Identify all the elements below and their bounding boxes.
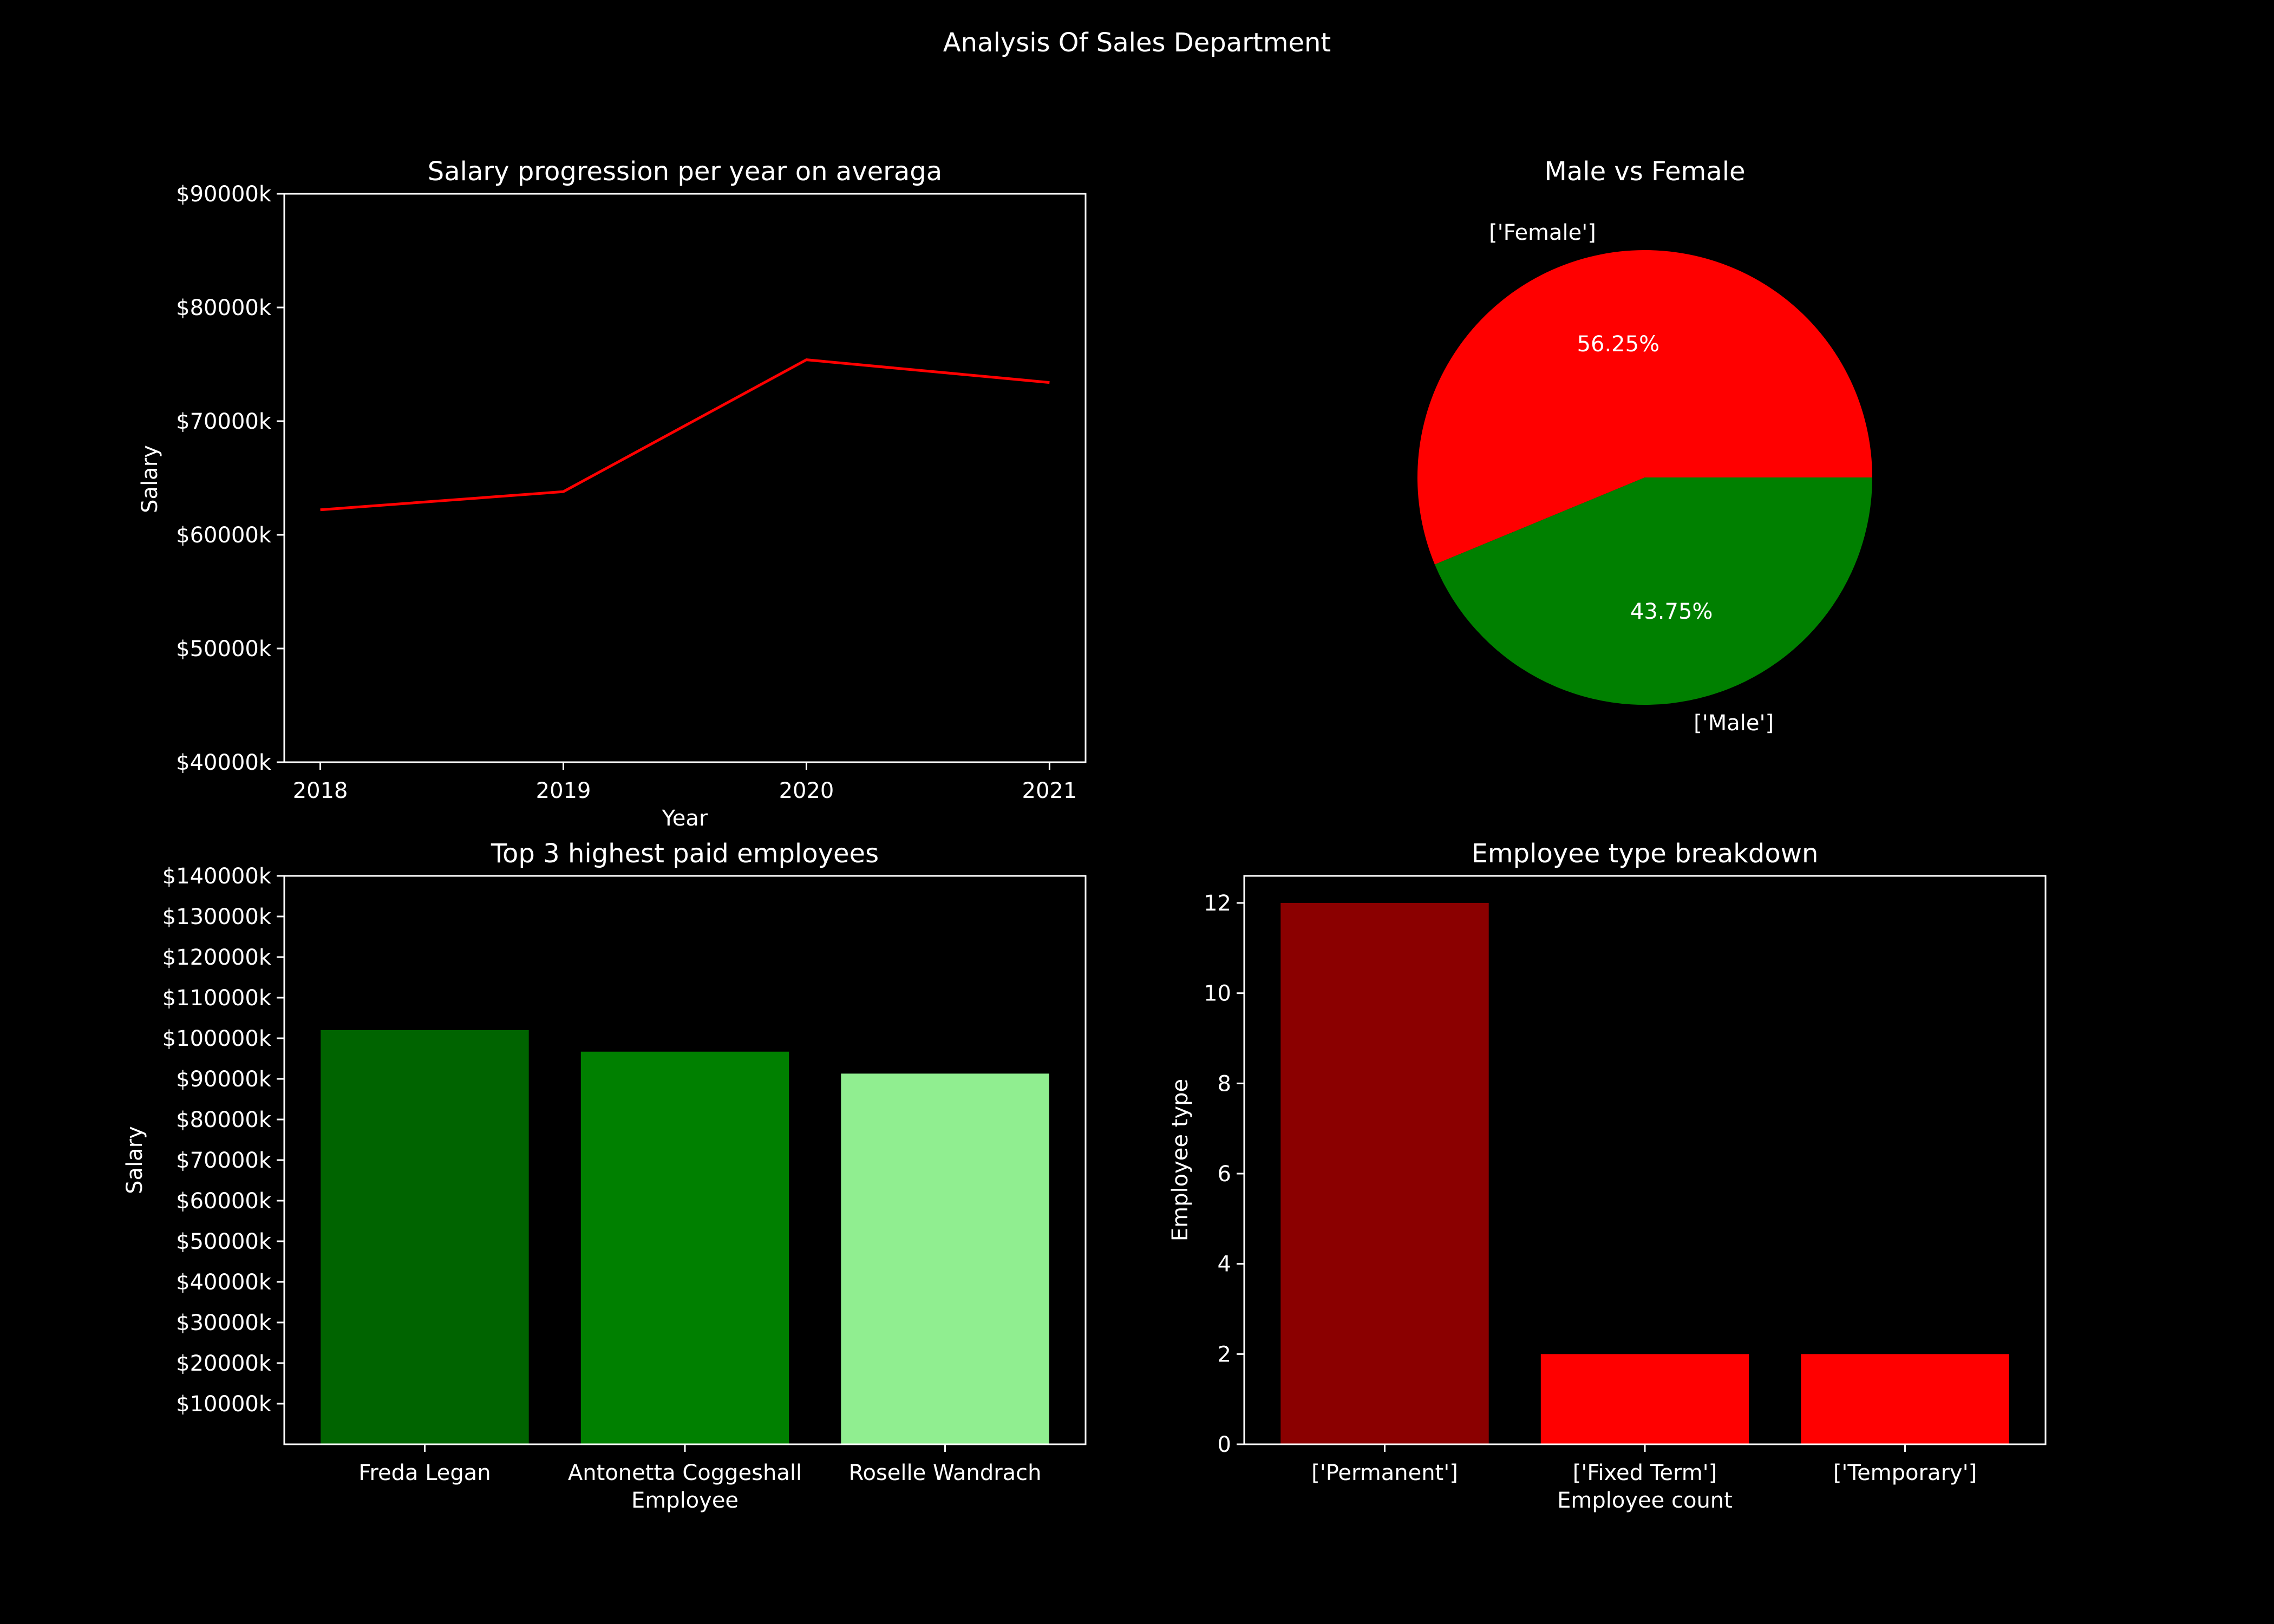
chart-title: Salary progression per year on averaga <box>428 156 942 187</box>
y-axis: $10000k $20000k $30000k $40000k $50000k $6000… <box>162 864 1042 1485</box>
x-tick-label: ['Permanent'] <box>1311 1461 1458 1485</box>
series-line <box>320 358 1050 512</box>
bar <box>580 1051 789 1444</box>
y-tick-label: $100000k <box>162 1026 272 1051</box>
x-tick-label: 2020 <box>779 778 834 803</box>
figure-title: Analysis Of Sales Department <box>943 28 1331 58</box>
y-tick-label: 6 <box>1218 1162 1231 1187</box>
y-tick-label: $20000k <box>176 1351 272 1376</box>
employee-type-chart: Employee type breakdown 0 2 4 6 8 10 12 ['Perma… <box>1168 839 2047 1513</box>
x-tick-label: Freda Legan <box>358 1461 491 1485</box>
x-tick-label: Antonetta Coggeshall <box>568 1461 802 1485</box>
y-tick-label: $130000k <box>162 905 272 929</box>
bar <box>1280 903 1489 1444</box>
top-paid-chart: Top 3 highest paid employees $10000k $200… <box>122 839 1087 1513</box>
y-tick-label: $120000k <box>162 945 272 970</box>
y-tick-label: $80000k <box>176 1108 272 1132</box>
pie-slice-male <box>1434 477 1872 705</box>
x-tick-label: 2019 <box>536 778 591 803</box>
y-tick-label: 4 <box>1218 1252 1231 1277</box>
x-tick-label: ['Fixed Term'] <box>1573 1461 1717 1485</box>
y-tick-label: $10000k <box>176 1392 272 1417</box>
plot-frame <box>283 875 1087 1445</box>
y-axis-label: Salary <box>122 1126 147 1194</box>
plot-frame <box>283 193 1087 763</box>
y-tick-label: $80000k <box>176 296 272 320</box>
y-tick-label: 0 <box>1218 1432 1231 1457</box>
chart-title: Employee type breakdown <box>1472 839 1819 869</box>
x-axis-label: Employee <box>631 1488 739 1513</box>
y-tick-label: $90000k <box>176 1067 272 1092</box>
y-tick-label: $50000k <box>176 637 272 662</box>
chart-title: Top 3 highest paid employees <box>491 839 879 869</box>
pie-percent-label: 43.75% <box>1630 599 1713 624</box>
bar <box>321 1030 529 1444</box>
gender-pie-chart: Male vs Female 56.25% ['Female'] 43.75% ['M… <box>1417 156 1873 736</box>
x-axis-label: Year <box>662 806 708 831</box>
y-tick-label: $140000k <box>162 864 272 889</box>
y-tick-label: $40000k <box>176 750 272 775</box>
y-tick-label: $90000k <box>176 182 272 207</box>
plot-area <box>1280 903 2009 1444</box>
y-tick-label: 8 <box>1218 1071 1231 1096</box>
bar <box>841 1073 1049 1444</box>
y-tick-label: $30000k <box>176 1311 272 1335</box>
y-tick-label: $50000k <box>176 1229 272 1254</box>
pie-slice-female <box>1417 250 1873 565</box>
x-tick-label: 2018 <box>293 778 348 803</box>
y-tick-label: $70000k <box>176 1148 272 1173</box>
y-axis: 0 2 4 6 8 10 12 ['Permanent'] ['Fixed Term'] ['Te… <box>1204 891 1977 1485</box>
y-tick-label: $110000k <box>162 986 272 1011</box>
pie-area: 56.25% ['Female'] 43.75% ['Male'] <box>1417 220 1873 736</box>
plot-area <box>320 358 1050 512</box>
y-axis-label: Salary <box>138 445 162 513</box>
pie-percent-label: 56.25% <box>1577 332 1660 357</box>
y-tick-label: $70000k <box>176 409 272 434</box>
x-tick-label: 2021 <box>1022 778 1077 803</box>
y-tick-label: 2 <box>1218 1342 1231 1367</box>
salary-progression-chart: Salary progression per year on averaga $… <box>138 156 1087 831</box>
bar <box>1540 1354 1749 1444</box>
chart-title: Male vs Female <box>1544 156 1745 187</box>
plot-frame <box>1243 875 2047 1445</box>
pie-slice-label: ['Female'] <box>1489 220 1596 245</box>
plot-area <box>321 1030 1049 1444</box>
y-tick-label: $40000k <box>176 1270 272 1295</box>
y-axis: $40000k $50000k $60000k $70000k $80000k $9000… <box>176 182 1077 803</box>
x-tick-label: Roselle Wandrach <box>849 1461 1042 1485</box>
x-axis-label: Employee count <box>1557 1488 1733 1513</box>
y-tick-label: 10 <box>1204 981 1231 1006</box>
y-tick-label: 12 <box>1204 891 1231 916</box>
pie-slice-label: ['Male'] <box>1694 711 1774 736</box>
y-axis-label: Employee type <box>1168 1079 1193 1241</box>
bar <box>1801 1354 2009 1444</box>
y-tick-label: $60000k <box>176 1189 272 1214</box>
x-tick-label: ['Temporary'] <box>1833 1461 1977 1485</box>
y-tick-label: $60000k <box>176 523 272 548</box>
